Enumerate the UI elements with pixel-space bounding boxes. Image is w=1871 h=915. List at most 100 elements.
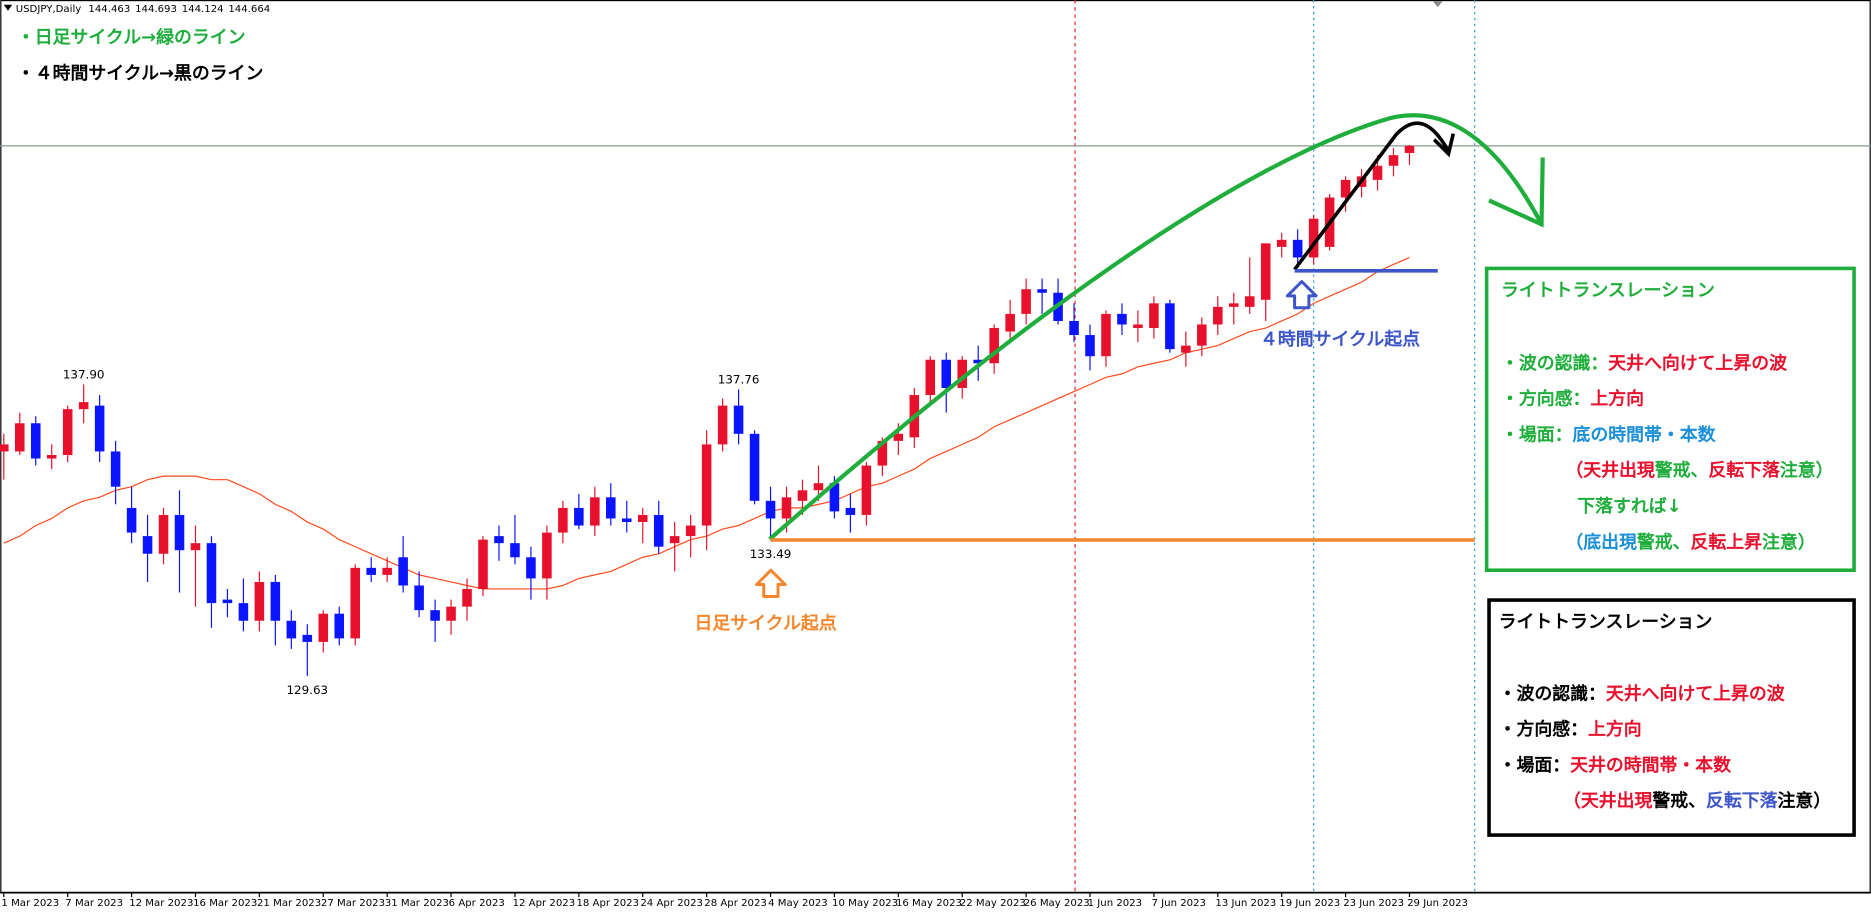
candle-body — [526, 557, 536, 579]
box-line: ・場面：天井の時間帯・本数 — [1499, 754, 1731, 776]
candle-body — [1388, 155, 1399, 166]
x-tick-label: 24 Apr 2023 — [640, 898, 703, 909]
green-box — [1484, 266, 1856, 573]
x-tick-label: 23 Jun 2023 — [1343, 898, 1404, 909]
candle-body — [430, 610, 440, 621]
candle-body — [797, 490, 808, 501]
candle-body — [574, 507, 584, 526]
box-text: 注意） — [1780, 459, 1834, 481]
candle-body — [1372, 165, 1383, 180]
candle-body — [1260, 243, 1271, 300]
box-line: （天井出現警戒、反転下落注意） — [1565, 459, 1833, 481]
candle-body — [110, 451, 121, 487]
box-text: 天井の時間帯・本数 — [1570, 754, 1731, 776]
candle-body — [222, 599, 233, 604]
header-open: 144.463 — [88, 4, 130, 15]
h4-start-label: ４時間サイクル起点 — [1260, 328, 1420, 350]
candle-body — [126, 507, 137, 533]
x-tick-label: 6 Apr 2023 — [449, 898, 505, 909]
candle-body — [494, 536, 504, 544]
x-tick-label: 1 Jun 2023 — [1088, 898, 1142, 909]
h4-cycle-line — [1293, 121, 1451, 271]
candle-body — [1021, 289, 1031, 314]
x-tick-label: 22 May 2023 — [960, 898, 1026, 909]
candle-body — [1292, 239, 1303, 258]
candle-body — [46, 454, 57, 459]
box-text: 天井へ向けて上昇の波 — [1608, 352, 1787, 374]
candle-body — [653, 514, 664, 547]
candle-body — [861, 465, 872, 515]
candle-body — [1244, 296, 1255, 307]
box-line: ・波の認識：天井へ向けて上昇の波 — [1499, 682, 1785, 704]
candle-body — [318, 613, 329, 642]
candle-body — [1101, 313, 1111, 357]
candle-body — [478, 539, 488, 590]
candle-body — [1213, 306, 1223, 325]
box-line: （底出現警戒、反転上昇注意） — [1565, 531, 1815, 553]
candle-body — [462, 589, 472, 607]
symbol: USDJPY,Daily — [16, 4, 82, 15]
high-label: 137.76 — [718, 372, 760, 386]
candle-body — [510, 543, 520, 558]
box-title: ライトトランスレーション — [1499, 612, 1713, 633]
candle-body — [78, 402, 89, 410]
candle-body — [542, 532, 552, 579]
candle-body — [877, 440, 888, 466]
x-tick-label: 4 May 2023 — [768, 898, 828, 909]
menu-marker — [3, 4, 13, 11]
x-tick-label: 16 May 2023 — [896, 898, 962, 909]
candle-body — [1276, 239, 1287, 247]
candle-body — [446, 606, 456, 621]
candle-body — [334, 613, 345, 639]
box-text: 注意） — [1762, 531, 1816, 553]
candle-body — [174, 514, 185, 551]
x-tick-label: 1 Mar 2023 — [1, 898, 59, 909]
box-text: 警戒、 — [1652, 790, 1706, 812]
candle-body — [558, 507, 568, 533]
x-tick-label: 19 Jun 2023 — [1279, 898, 1340, 909]
candle-body — [1197, 324, 1207, 346]
candle-body — [382, 567, 392, 575]
black-box — [1487, 598, 1856, 837]
candle-body — [1181, 345, 1191, 353]
candle-body — [158, 514, 169, 554]
candle-body — [1165, 303, 1175, 350]
h4-cycle-arrowhead — [1432, 133, 1455, 158]
daily-start-label: 日足サイクル起点 — [695, 612, 837, 634]
box-text: 反転下落 — [1706, 790, 1778, 812]
box-line: ・方向感：上方向 — [1499, 718, 1642, 740]
candle-body — [142, 536, 153, 554]
box-text: （天井出現 — [1565, 459, 1654, 481]
candle-body — [30, 423, 41, 459]
candle-body — [1149, 303, 1159, 329]
candle-body — [254, 581, 265, 621]
box-line: ・方向感：上方向 — [1501, 388, 1644, 410]
candle-body — [733, 405, 744, 434]
box-text: 反転上昇 — [1691, 531, 1763, 553]
x-tick-label: 21 Mar 2023 — [257, 898, 321, 909]
candle-body — [62, 409, 73, 455]
candle-body — [414, 585, 424, 611]
candle-body — [1085, 335, 1095, 357]
candle-body — [957, 359, 967, 388]
x-tick-label: 27 Mar 2023 — [321, 898, 385, 909]
candle-body — [366, 567, 376, 575]
box-text: 反転下落 — [1708, 459, 1780, 481]
candle-body — [1229, 303, 1239, 307]
x-tick-label: 31 Mar 2023 — [385, 898, 449, 909]
candle-body — [350, 567, 360, 639]
box-text: （天井出現 — [1563, 790, 1653, 812]
annotation-layer: 日足サイクル起点 ４時間サイクル起点 — [695, 113, 1856, 837]
box-text: 天井へ向けて上昇の波 — [1606, 682, 1785, 704]
x-tick-label: 28 Apr 2023 — [704, 898, 767, 909]
candle-body — [1005, 313, 1015, 332]
candle-body — [15, 423, 25, 452]
candle-body — [973, 359, 983, 364]
candle-body — [829, 483, 840, 512]
candle-body — [845, 507, 856, 515]
box-text: ・場面： — [1501, 424, 1572, 445]
candle-body — [622, 518, 632, 522]
candle-body — [701, 444, 712, 526]
